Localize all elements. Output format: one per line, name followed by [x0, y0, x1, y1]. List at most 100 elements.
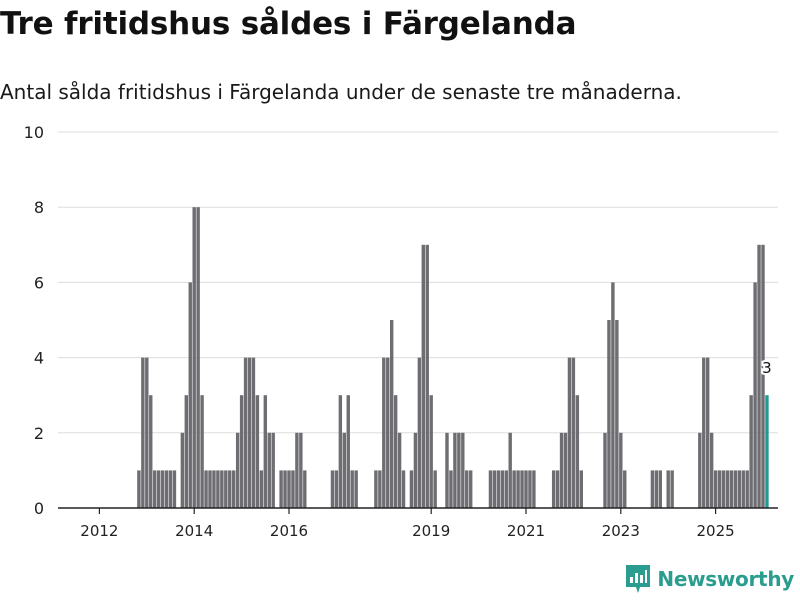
bar [524, 470, 528, 508]
y-tick-label: 6 [34, 273, 44, 292]
bar [567, 357, 572, 508]
bar [698, 432, 702, 508]
x-tick-label: 2019 [412, 522, 450, 540]
bar [733, 470, 738, 508]
bar [761, 244, 765, 509]
bar [461, 432, 465, 508]
bar [737, 470, 741, 508]
bar [180, 432, 185, 508]
bar [749, 395, 753, 508]
x-tick-label: 2012 [80, 522, 118, 540]
bar [504, 470, 508, 508]
bar [172, 470, 177, 508]
bar [457, 432, 461, 508]
bar [571, 357, 576, 508]
bar [488, 470, 493, 508]
bar [579, 470, 583, 508]
bar [745, 470, 749, 508]
bar [232, 470, 236, 508]
bar [713, 470, 718, 508]
bar [188, 282, 192, 508]
bar [208, 470, 212, 508]
bar [204, 470, 208, 508]
bar [555, 470, 560, 508]
bar [575, 395, 580, 508]
y-tick-label: 8 [34, 198, 44, 217]
bar [757, 244, 761, 509]
bar [619, 432, 623, 508]
bar [496, 470, 501, 508]
y-tick-label: 0 [34, 499, 44, 518]
bar [409, 470, 414, 508]
y-tick-label: 2 [34, 424, 44, 443]
bar [425, 244, 429, 509]
bar [551, 470, 556, 508]
bar [721, 470, 726, 508]
bar [330, 470, 335, 508]
data-label: 3 [762, 359, 772, 377]
bar [164, 470, 169, 508]
bar [528, 470, 532, 508]
bar [512, 470, 516, 508]
bar [338, 395, 343, 508]
x-tick-label: 2025 [697, 522, 735, 540]
bar [160, 470, 165, 508]
x-tick-label: 2014 [175, 522, 213, 540]
bar [299, 432, 303, 508]
newsworthy-logo-icon [626, 565, 651, 593]
bar [445, 432, 449, 508]
bar [287, 470, 291, 508]
bar-chart: 0 2 4 6 8 10 3 2012 2014 2016 2019 2021 2023 2025 [24, 123, 778, 540]
bar [417, 357, 422, 508]
bar [279, 470, 283, 508]
bar [378, 470, 382, 508]
bar [453, 432, 457, 508]
y-tick-label: 10 [24, 123, 44, 142]
bar [465, 470, 469, 508]
bar [492, 470, 497, 508]
x-tick-label: 2016 [270, 522, 308, 540]
bar [390, 320, 394, 508]
bar [303, 470, 307, 508]
bar [149, 395, 153, 508]
bar [255, 395, 260, 508]
bar [563, 432, 568, 508]
bar [374, 470, 378, 508]
bar [342, 432, 346, 508]
bar [433, 470, 437, 508]
bar [654, 470, 659, 508]
bar [200, 395, 204, 508]
bar [350, 470, 354, 508]
bar [212, 470, 216, 508]
bar [611, 282, 615, 508]
bar [291, 470, 295, 508]
bar [247, 357, 252, 508]
bar [220, 470, 224, 508]
bar [469, 470, 473, 508]
bar [259, 470, 264, 508]
bar [559, 432, 564, 508]
x-tick-label: 2021 [507, 522, 545, 540]
bar [137, 470, 141, 508]
chart-title: Tre fritidshus såldes i Färgelanda [0, 6, 577, 42]
bar [216, 470, 220, 508]
bar [168, 470, 173, 508]
bar [508, 432, 512, 508]
y-tick-label: 4 [34, 349, 44, 368]
x-tick-label: 2023 [602, 522, 640, 540]
bar [192, 207, 196, 508]
newsworthy-logo-text: Newsworthy [657, 567, 794, 591]
bar [184, 395, 188, 508]
newsworthy-logo: Newsworthy [625, 564, 794, 594]
bar [224, 470, 228, 508]
bar [615, 320, 619, 508]
bar [235, 432, 240, 508]
bar [251, 357, 256, 508]
bar [354, 470, 358, 508]
bar [709, 432, 714, 508]
bar [295, 432, 299, 508]
bar [607, 320, 611, 508]
bar [145, 357, 149, 508]
bar [753, 282, 757, 508]
bar [421, 244, 425, 509]
